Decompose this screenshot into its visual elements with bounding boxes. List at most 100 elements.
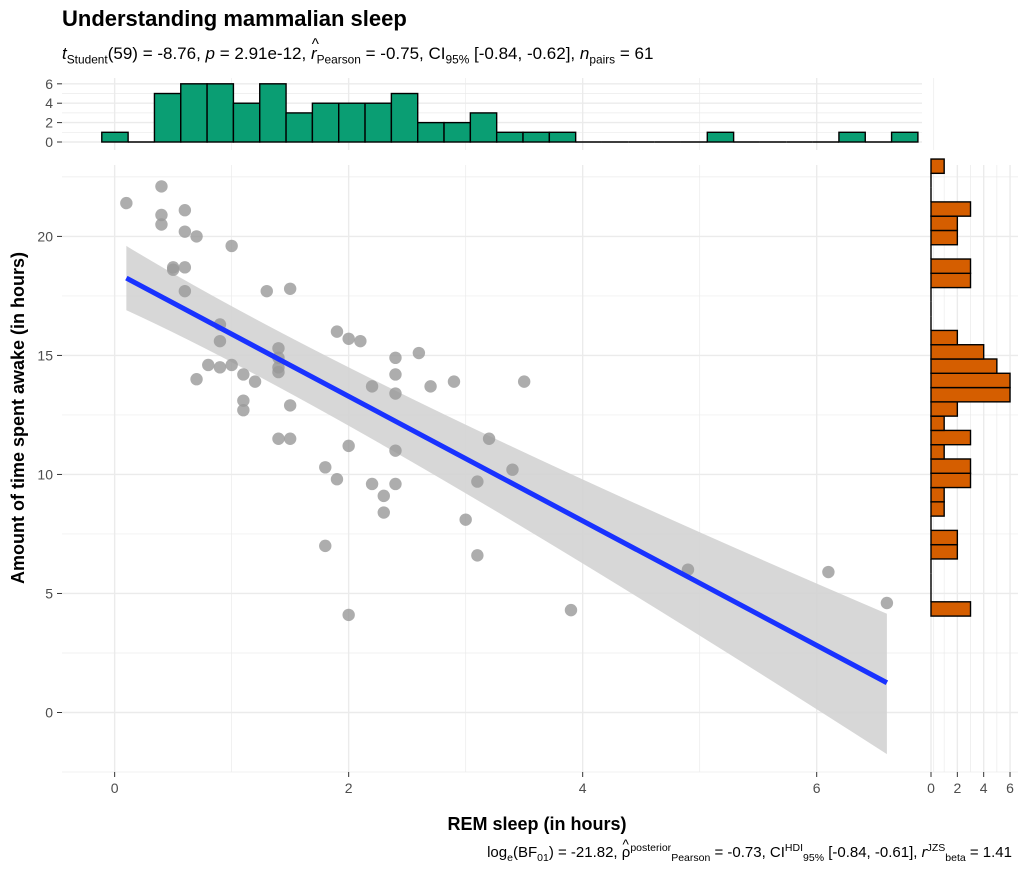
data-point	[178, 284, 192, 298]
right-histogram-bar	[930, 529, 959, 546]
data-point	[178, 225, 192, 238]
data-point	[202, 358, 215, 372]
data-point	[354, 334, 367, 348]
top-histogram-bar	[469, 112, 498, 143]
data-point	[365, 477, 379, 491]
right-hist-x-tick-label: 4	[980, 780, 988, 796]
right-histogram-bar	[930, 358, 998, 374]
main-panel-grid	[62, 165, 935, 773]
top-histogram-bar	[364, 102, 393, 143]
right-histogram-bar	[930, 372, 1011, 389]
confidence-band-area	[126, 245, 887, 755]
top-hist-y-tick-label: 4	[45, 95, 53, 111]
regression-line	[125, 275, 889, 685]
top-histogram-bar	[838, 131, 866, 143]
top-histogram-bar	[180, 83, 208, 143]
right-marginal-histogram	[930, 158, 1011, 617]
x-tick-label: 2	[345, 780, 353, 796]
right-histogram-bar	[930, 229, 959, 246]
right-histogram-bar	[930, 429, 972, 446]
data-point	[389, 368, 402, 381]
data-point	[377, 489, 390, 503]
data-point	[237, 394, 250, 407]
axis-ticks-and-labels: 0 2 4 6 0 5 10 15 20 0 2 4 6 0 2 4 6	[37, 76, 1014, 796]
top-histogram-bar	[232, 102, 261, 143]
top-histogram-bar	[101, 131, 129, 143]
right-histogram-bar	[930, 415, 945, 432]
right-histogram-bar	[930, 158, 945, 175]
top-histogram-bar	[495, 131, 524, 143]
data-point	[155, 208, 168, 222]
data-point	[178, 261, 192, 274]
right-histogram-bar	[930, 258, 972, 275]
y-tick-label: 20	[37, 228, 53, 244]
data-point	[272, 432, 285, 445]
data-point	[213, 361, 227, 374]
right-histogram-bar	[930, 272, 972, 289]
top-histogram-bar	[338, 102, 366, 143]
data-point	[178, 204, 192, 217]
top-histogram-bar	[890, 131, 919, 143]
top-hist-y-tick-label: 2	[45, 115, 53, 131]
data-point	[459, 513, 472, 526]
data-point	[155, 218, 168, 231]
x-tick-label: 6	[813, 780, 821, 796]
top-histogram-bar	[443, 121, 472, 143]
data-point	[880, 596, 894, 610]
data-point	[283, 282, 297, 295]
data-point	[225, 239, 238, 253]
right-histogram-bar	[930, 601, 972, 617]
data-point	[506, 463, 519, 476]
data-point	[377, 506, 390, 519]
y-tick-label: 0	[45, 704, 53, 720]
data-point	[319, 461, 332, 474]
data-point	[155, 180, 168, 193]
right-hist-x-tick-label: 6	[1006, 780, 1014, 796]
top-histogram-bar	[390, 92, 419, 143]
data-point	[248, 375, 262, 388]
right-hist-x-tick-label: 0	[927, 780, 935, 796]
frequentist-stats-subtitle: tStudent(59) = -8.76, p = 2.91e-12, rPea…	[62, 36, 653, 67]
data-point	[471, 549, 484, 562]
top-histogram-bar	[259, 83, 287, 143]
data-point	[330, 473, 344, 486]
top-hist-y-tick-label: 0	[45, 134, 53, 150]
data-point	[319, 539, 332, 553]
right-histogram-bar	[930, 486, 945, 503]
top-histogram-bar	[285, 112, 314, 143]
data-point	[283, 399, 297, 412]
data-point	[389, 444, 402, 457]
y-tick-label: 5	[45, 585, 53, 601]
data-point	[822, 565, 835, 579]
right-histogram-bar	[930, 543, 959, 560]
data-point	[260, 284, 273, 298]
data-point	[330, 325, 344, 338]
x-tick-label: 4	[579, 780, 587, 796]
data-point	[272, 365, 285, 379]
right-histogram-bar	[930, 401, 959, 417]
data-point	[517, 375, 531, 388]
data-point	[237, 403, 250, 417]
right-hist-x-tick-label: 2	[953, 780, 961, 796]
data-point	[190, 230, 203, 243]
chart-title: Understanding mammalian sleep	[62, 6, 407, 31]
x-axis-label: REM sleep (in hours)	[447, 814, 626, 834]
data-point	[389, 351, 402, 365]
bayesian-stats-caption: loge(BF01) = -21.82, ρposteriorPearson =…	[487, 837, 1012, 864]
top-histogram-bar	[548, 131, 577, 143]
top-histogram-bar	[153, 92, 182, 143]
right-histogram-bar	[930, 329, 959, 346]
right-histogram-bar	[930, 344, 985, 360]
data-point	[237, 368, 250, 381]
data-point	[447, 375, 461, 388]
right-histogram-bar	[930, 458, 972, 474]
right-histogram-bar	[930, 472, 972, 489]
top-hist-y-tick-label: 6	[45, 76, 53, 92]
data-point	[564, 603, 578, 617]
confidence-band	[126, 245, 887, 755]
data-point	[190, 373, 203, 386]
data-point	[471, 475, 484, 488]
data-point	[342, 332, 355, 345]
data-point	[424, 380, 437, 393]
data-point	[225, 358, 238, 372]
